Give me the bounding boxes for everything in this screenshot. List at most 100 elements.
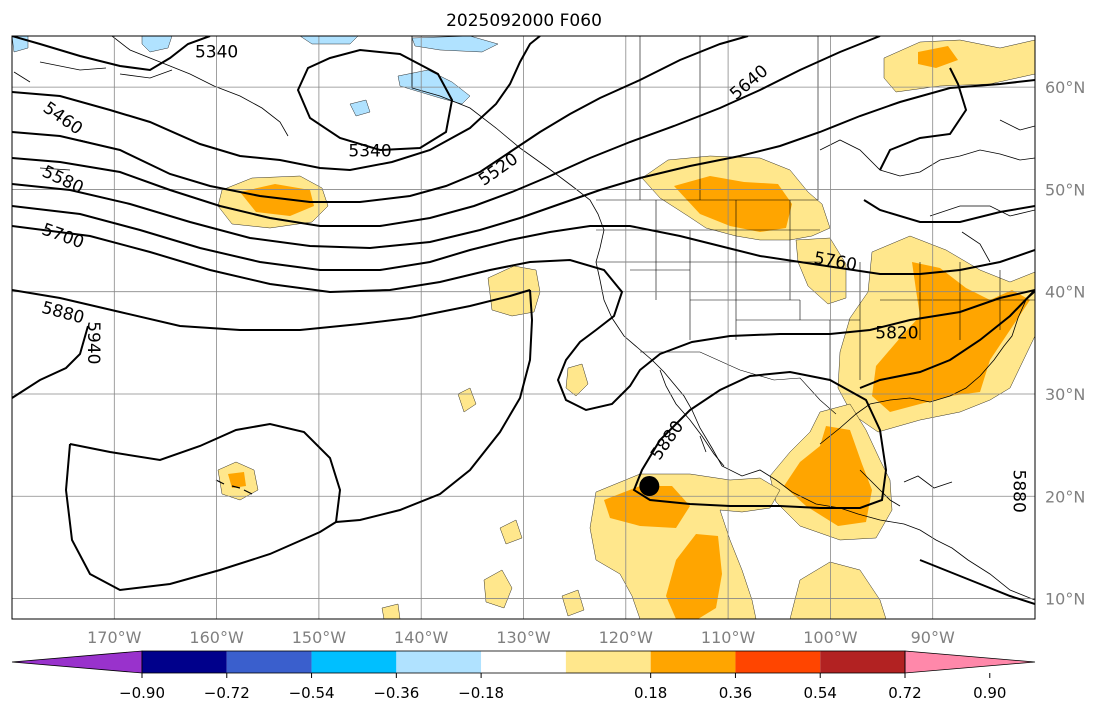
colorbar-segment bbox=[311, 651, 397, 673]
shade-pos-hawaii-core bbox=[228, 472, 246, 488]
colorbar-tick-label: −0.72 bbox=[204, 684, 250, 702]
colorbar-segment bbox=[735, 651, 821, 673]
shade-pos-canada-core bbox=[918, 46, 958, 68]
shade-pos-plains-north-core bbox=[674, 176, 792, 232]
colorbar-tick-label: −0.18 bbox=[458, 684, 504, 702]
colorbar-segment bbox=[142, 651, 227, 673]
shade-pos-plains-south bbox=[795, 237, 847, 305]
shade-neg-3 bbox=[299, 36, 359, 45]
colorbar-segment bbox=[481, 651, 566, 673]
contour-5880-ring bbox=[64, 443, 337, 592]
contour-label: 5880 bbox=[1009, 470, 1029, 513]
shade-pos-pac-7 bbox=[381, 603, 401, 619]
contour-5760 bbox=[12, 225, 1035, 412]
lat-tick-label: 60°N bbox=[1045, 78, 1085, 97]
contour-label-text: 5880 bbox=[1009, 470, 1029, 513]
lon-tick-label: 130°W bbox=[496, 628, 551, 647]
contour-5700-east bbox=[863, 199, 1035, 223]
colorbar-tick-label: 0.36 bbox=[719, 684, 752, 702]
coast-hawaii bbox=[215, 479, 253, 495]
height-contour-layer bbox=[12, 36, 1035, 605]
coast-hudson-greatlakes bbox=[819, 119, 1035, 263]
contour-label-text: 5340 bbox=[195, 42, 238, 62]
colorbar-tick-label: 0.90 bbox=[973, 684, 1006, 702]
colorbar-tick-label: 0.54 bbox=[804, 684, 837, 702]
coast-alaska bbox=[13, 36, 289, 171]
lon-tick-label: 90°W bbox=[911, 628, 955, 647]
contour-5880-pac bbox=[12, 289, 531, 331]
lon-tick-label: 150°W bbox=[292, 628, 347, 647]
latitude-axis-labels: 60°N 50°N 40°N 30°N 20°N 10°N bbox=[1045, 78, 1085, 608]
shade-pos-pac-2 bbox=[565, 363, 589, 397]
contour-5580 bbox=[12, 36, 881, 227]
shade-pos-pac-6 bbox=[561, 589, 585, 617]
coast-pacific-north-america bbox=[411, 36, 1035, 601]
lon-tick-label: 120°W bbox=[599, 628, 654, 647]
contour-5820 bbox=[859, 289, 1035, 389]
contour-5340-west bbox=[12, 36, 211, 72]
coast-gulf bbox=[819, 291, 1035, 445]
map-plot-area: 5340534054605580570058805940552056405760… bbox=[12, 36, 1035, 619]
colorbar-segment bbox=[226, 651, 312, 673]
contour-5520 bbox=[12, 36, 749, 203]
lat-tick-label: 10°N bbox=[1045, 590, 1085, 609]
contour-5640-east bbox=[879, 67, 968, 171]
contour-label: 5940 bbox=[83, 321, 103, 364]
longitude-axis-labels: 170°W 160°W 150°W 140°W 130°W 120°W 110°W 100°W… bbox=[87, 628, 955, 647]
contour-5340-low bbox=[296, 48, 454, 152]
contour-5940 bbox=[12, 325, 89, 399]
colorbar-segment bbox=[820, 651, 905, 673]
colorbar-tick-label: −0.54 bbox=[289, 684, 335, 702]
colorbar-segment bbox=[565, 651, 651, 673]
lat-tick-label: 20°N bbox=[1045, 487, 1085, 506]
lat-tick-label: 30°N bbox=[1045, 385, 1085, 404]
contour-label: 5340 bbox=[348, 142, 391, 162]
coast-yucatan bbox=[859, 469, 953, 507]
colorbar-tick-label: −0.90 bbox=[119, 684, 165, 702]
shade-pos-gulf-alaska-core bbox=[240, 184, 314, 216]
shade-neg-4 bbox=[411, 36, 499, 53]
border-canada-provinces bbox=[639, 36, 819, 200]
contour-label: 5340 bbox=[195, 42, 238, 62]
shade-neg-2 bbox=[141, 36, 173, 53]
contour-5640 bbox=[12, 79, 1035, 250]
colorbar-tick-label: −0.36 bbox=[373, 684, 419, 702]
colorbar-segment bbox=[650, 651, 736, 673]
colorbar-tick-label: 0.18 bbox=[634, 684, 667, 702]
figure-title: 2025092000 F060 bbox=[446, 11, 602, 31]
contour-label-layer: 5340534054605580570058805940552056405760… bbox=[39, 42, 1029, 513]
shade-neg-6 bbox=[349, 99, 371, 117]
contour-5700 bbox=[12, 205, 1035, 275]
contour-5460 bbox=[12, 36, 541, 172]
colorbar-extend-low bbox=[11, 650, 143, 674]
map-frame bbox=[11, 35, 1036, 620]
shade-pos-pac-1 bbox=[487, 265, 541, 317]
lon-tick-label: 110°W bbox=[701, 628, 756, 647]
storm-center-marker bbox=[639, 476, 660, 497]
border-us-mexico bbox=[640, 351, 837, 415]
coast-baja bbox=[659, 369, 725, 467]
lon-tick-label: 140°W bbox=[394, 628, 449, 647]
border-layer bbox=[596, 36, 1035, 415]
shade-pos-mexico-east-core bbox=[784, 426, 872, 526]
contour-5880-mexico bbox=[632, 370, 888, 509]
lon-tick-label: 160°W bbox=[189, 628, 244, 647]
contour-label: 5820 bbox=[875, 324, 918, 344]
lat-tick-label: 40°N bbox=[1045, 283, 1085, 302]
lat-tick-label: 50°N bbox=[1045, 180, 1085, 199]
colorbar-tick-label: 0.72 bbox=[888, 684, 921, 702]
colorbar: −0.90 −0.72 −0.54 −0.36 −0.18 0.18 0.36 0.54 0.7… bbox=[11, 650, 1036, 702]
lon-tick-label: 170°W bbox=[87, 628, 142, 647]
shade-pos-epac-core-2 bbox=[666, 534, 722, 619]
lon-tick-label: 100°W bbox=[803, 628, 858, 647]
coastline-layer bbox=[13, 36, 1035, 601]
contour-5880-south bbox=[919, 559, 1035, 605]
colorbar-frame bbox=[141, 650, 906, 674]
colorbar-extend-high bbox=[904, 650, 1036, 674]
contour-label-text: 5340 bbox=[348, 142, 391, 162]
contour-label-text: 5940 bbox=[83, 321, 103, 364]
contour-label-text: 5820 bbox=[875, 324, 918, 344]
shade-pos-pac-4 bbox=[499, 519, 523, 545]
